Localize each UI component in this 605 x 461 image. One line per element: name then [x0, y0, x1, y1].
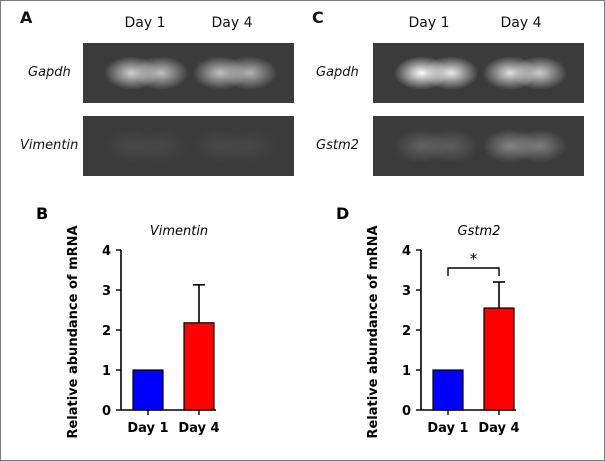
chart-b-ytick-label: 4 — [102, 244, 111, 259]
panel-c-row1-band-2 — [483, 61, 567, 85]
chart-b-title: Vimentin — [150, 224, 208, 239]
chart-d: D Gstm2 Relative abundance of mRNA 0 1 2 3 4 Day… — [336, 204, 520, 439]
panel-c-gel-row1 — [373, 43, 584, 103]
panel-a-row2-band-2 — [193, 134, 277, 158]
chart-d-significance-label: * — [470, 250, 478, 268]
chart-d-bar-2 — [483, 307, 515, 411]
chart-d-ytick-label: 0 — [402, 404, 411, 419]
chart-d-xtick-label: Day 4 — [478, 421, 519, 436]
panel-a-header-day4: Day 4 — [211, 15, 253, 31]
panel-c-row1-band-1 — [394, 61, 478, 85]
panel-c-row2-band-2 — [483, 134, 567, 158]
panel-a-row2-band-1 — [104, 134, 188, 158]
chart-b-xtick-label: Day 4 — [178, 421, 219, 436]
panel-d-letter: D — [336, 204, 349, 223]
panel-c-header-day4: Day 4 — [500, 15, 542, 31]
panel-c-row1-gene: Gapdh — [316, 65, 359, 80]
chart-b-bar-2 — [183, 322, 215, 411]
chart-d-ytick-label: 3 — [402, 284, 411, 299]
panel-a-header-day1: Day 1 — [124, 15, 166, 31]
panel-c-row2-gene: Gstm2 — [316, 138, 359, 153]
chart-d-ytick-label: 4 — [402, 244, 411, 259]
panel-b-letter: B — [36, 204, 48, 223]
panel-a-row2-gene: Vimentin — [20, 138, 79, 153]
chart-b-ylabel: Relative abundance of mRNA — [66, 225, 81, 438]
panel-c-row2-band-1 — [394, 134, 478, 158]
chart-b-ytick-label: 1 — [102, 364, 111, 379]
panel-a-row1-band-1 — [104, 61, 188, 85]
chart-d-ylabel: Relative abundance of mRNA — [366, 225, 381, 438]
chart-b-ytick-label: 0 — [102, 404, 111, 419]
chart-b: B Vimentin Relative abundance of mRNA 0 1 2 3 4… — [36, 204, 220, 439]
panel-c-gel-row2 — [373, 116, 584, 176]
chart-b-bar-1 — [132, 369, 164, 411]
chart-d-significance-bracket — [447, 267, 500, 276]
chart-b-ytick-label: 3 — [102, 284, 111, 299]
panel-a-row1-band-2 — [193, 61, 277, 85]
panel-a-letter: A — [20, 8, 33, 27]
panel-c-header-day1: Day 1 — [408, 15, 450, 31]
chart-d-ytick-label: 2 — [402, 324, 411, 339]
panel-c-letter: C — [312, 8, 324, 27]
chart-d-bar-1 — [432, 369, 464, 411]
chart-d-title: Gstm2 — [458, 224, 501, 239]
chart-b-ytick-label: 2 — [102, 324, 111, 339]
chart-d-ytick-label: 1 — [402, 364, 411, 379]
panel-a-gel-row1 — [83, 43, 294, 103]
chart-b-xtick-label: Day 1 — [127, 421, 168, 436]
panel-a-gel-row2 — [83, 116, 294, 176]
chart-d-xtick-label: Day 1 — [427, 421, 468, 436]
panel-a-row1-gene: Gapdh — [28, 65, 71, 80]
